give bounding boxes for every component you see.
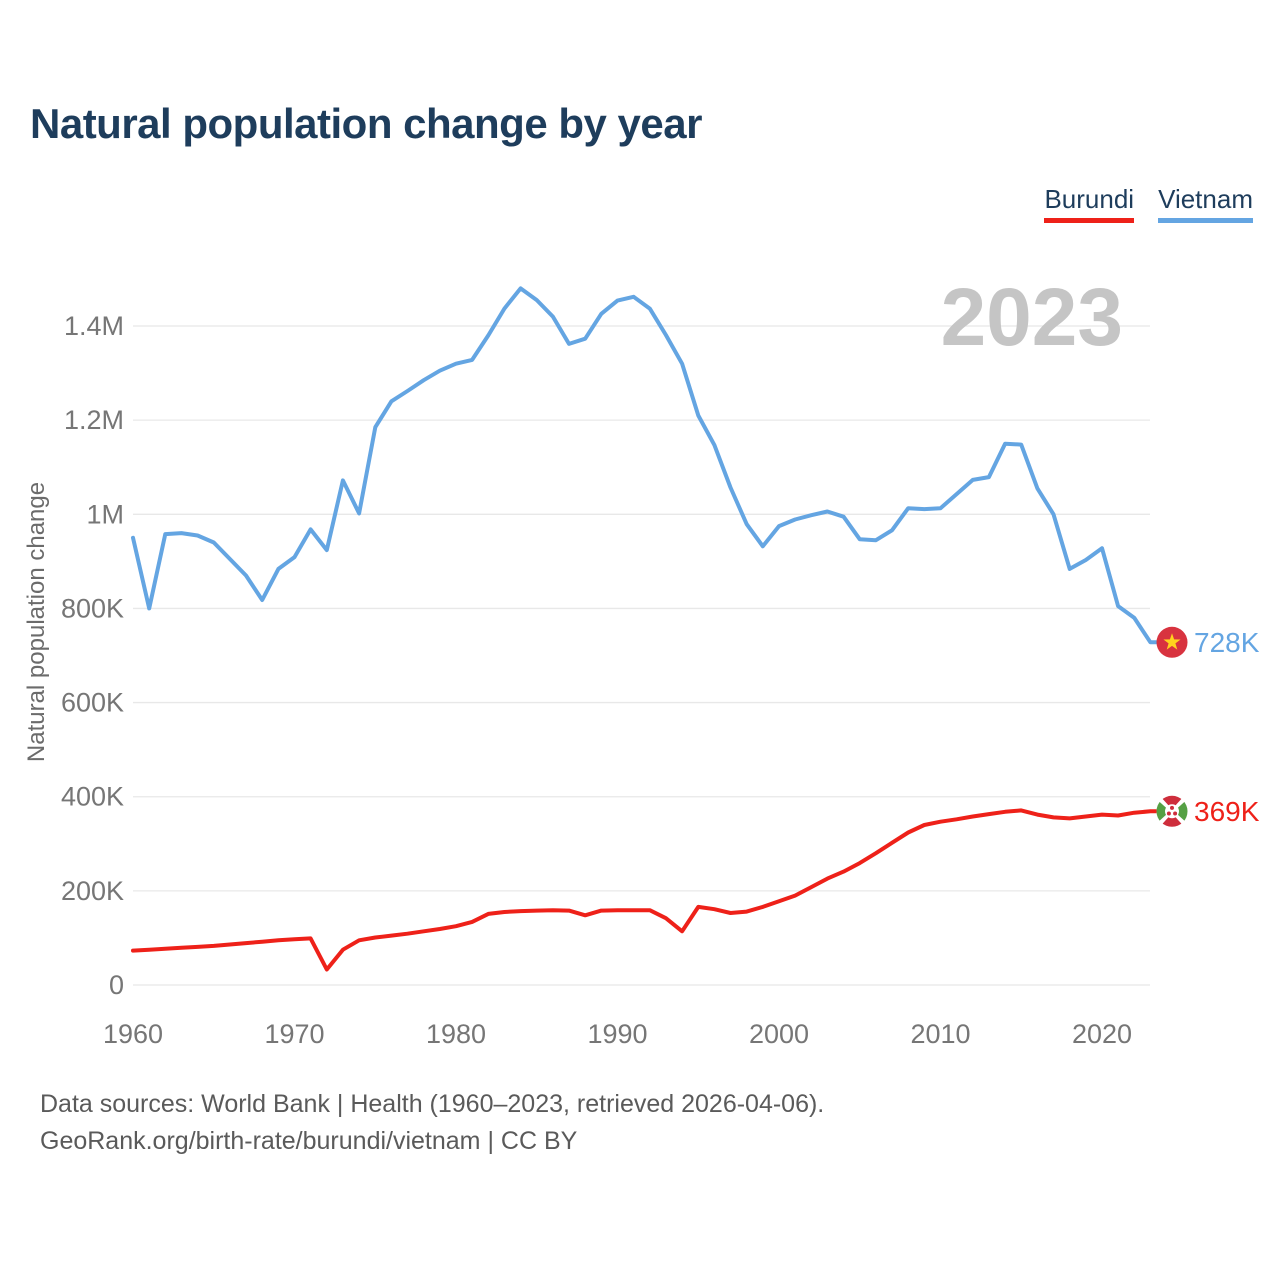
y-tick-label: 1M xyxy=(86,499,124,529)
page-title: Natural population change by year xyxy=(30,100,702,147)
burundi-end-value: 369K xyxy=(1194,796,1260,827)
burundi-flag-icon xyxy=(1156,795,1188,827)
x-tick-label: 1980 xyxy=(426,1019,486,1049)
vietnam-end-value: 728K xyxy=(1194,627,1260,658)
y-tick-label: 1.2M xyxy=(64,405,124,435)
x-tick-label: 2010 xyxy=(910,1019,970,1049)
x-tick-label: 2000 xyxy=(749,1019,809,1049)
y-tick-label: 200K xyxy=(61,876,124,906)
series-line-burundi xyxy=(131,808,1159,972)
series-lines xyxy=(131,286,1159,972)
year-watermark: 2023 xyxy=(941,272,1123,363)
y-tick-label: 1.4M xyxy=(64,311,124,341)
legend: Burundi Vietnam xyxy=(1044,184,1253,223)
y-axis-title: Natural population change xyxy=(23,482,50,762)
footer-sources: Data sources: World Bank | Health (1960–… xyxy=(40,1090,825,1118)
x-tick-label: 2020 xyxy=(1072,1019,1132,1049)
footer: Data sources: World Bank | Health (1960–… xyxy=(40,1086,824,1160)
x-tick-label: 1990 xyxy=(587,1019,647,1049)
legend-item-vietnam[interactable]: Vietnam xyxy=(1158,184,1253,223)
x-tick-label: 1970 xyxy=(264,1019,324,1049)
series-line-vietnam xyxy=(131,286,1159,645)
y-tick-label: 800K xyxy=(61,593,124,623)
footer-attribution: GeoRank.org/birth-rate/burundi/vietnam |… xyxy=(40,1127,578,1155)
gridlines xyxy=(133,325,1150,986)
vietnam-flag-icon xyxy=(1156,626,1188,658)
y-tick-label: 400K xyxy=(61,782,124,812)
legend-item-burundi[interactable]: Burundi xyxy=(1044,184,1135,223)
x-tick-label: 1960 xyxy=(103,1019,163,1049)
x-axis-tick-labels: 1960 1970 1980 1990 2000 2010 2020 xyxy=(103,1019,1132,1049)
y-axis-tick-labels: 0 200K 400K 600K 800K 1M 1.2M 1.4M xyxy=(61,311,124,1000)
y-tick-label: 600K xyxy=(61,688,124,718)
y-tick-label: 0 xyxy=(109,970,124,1000)
